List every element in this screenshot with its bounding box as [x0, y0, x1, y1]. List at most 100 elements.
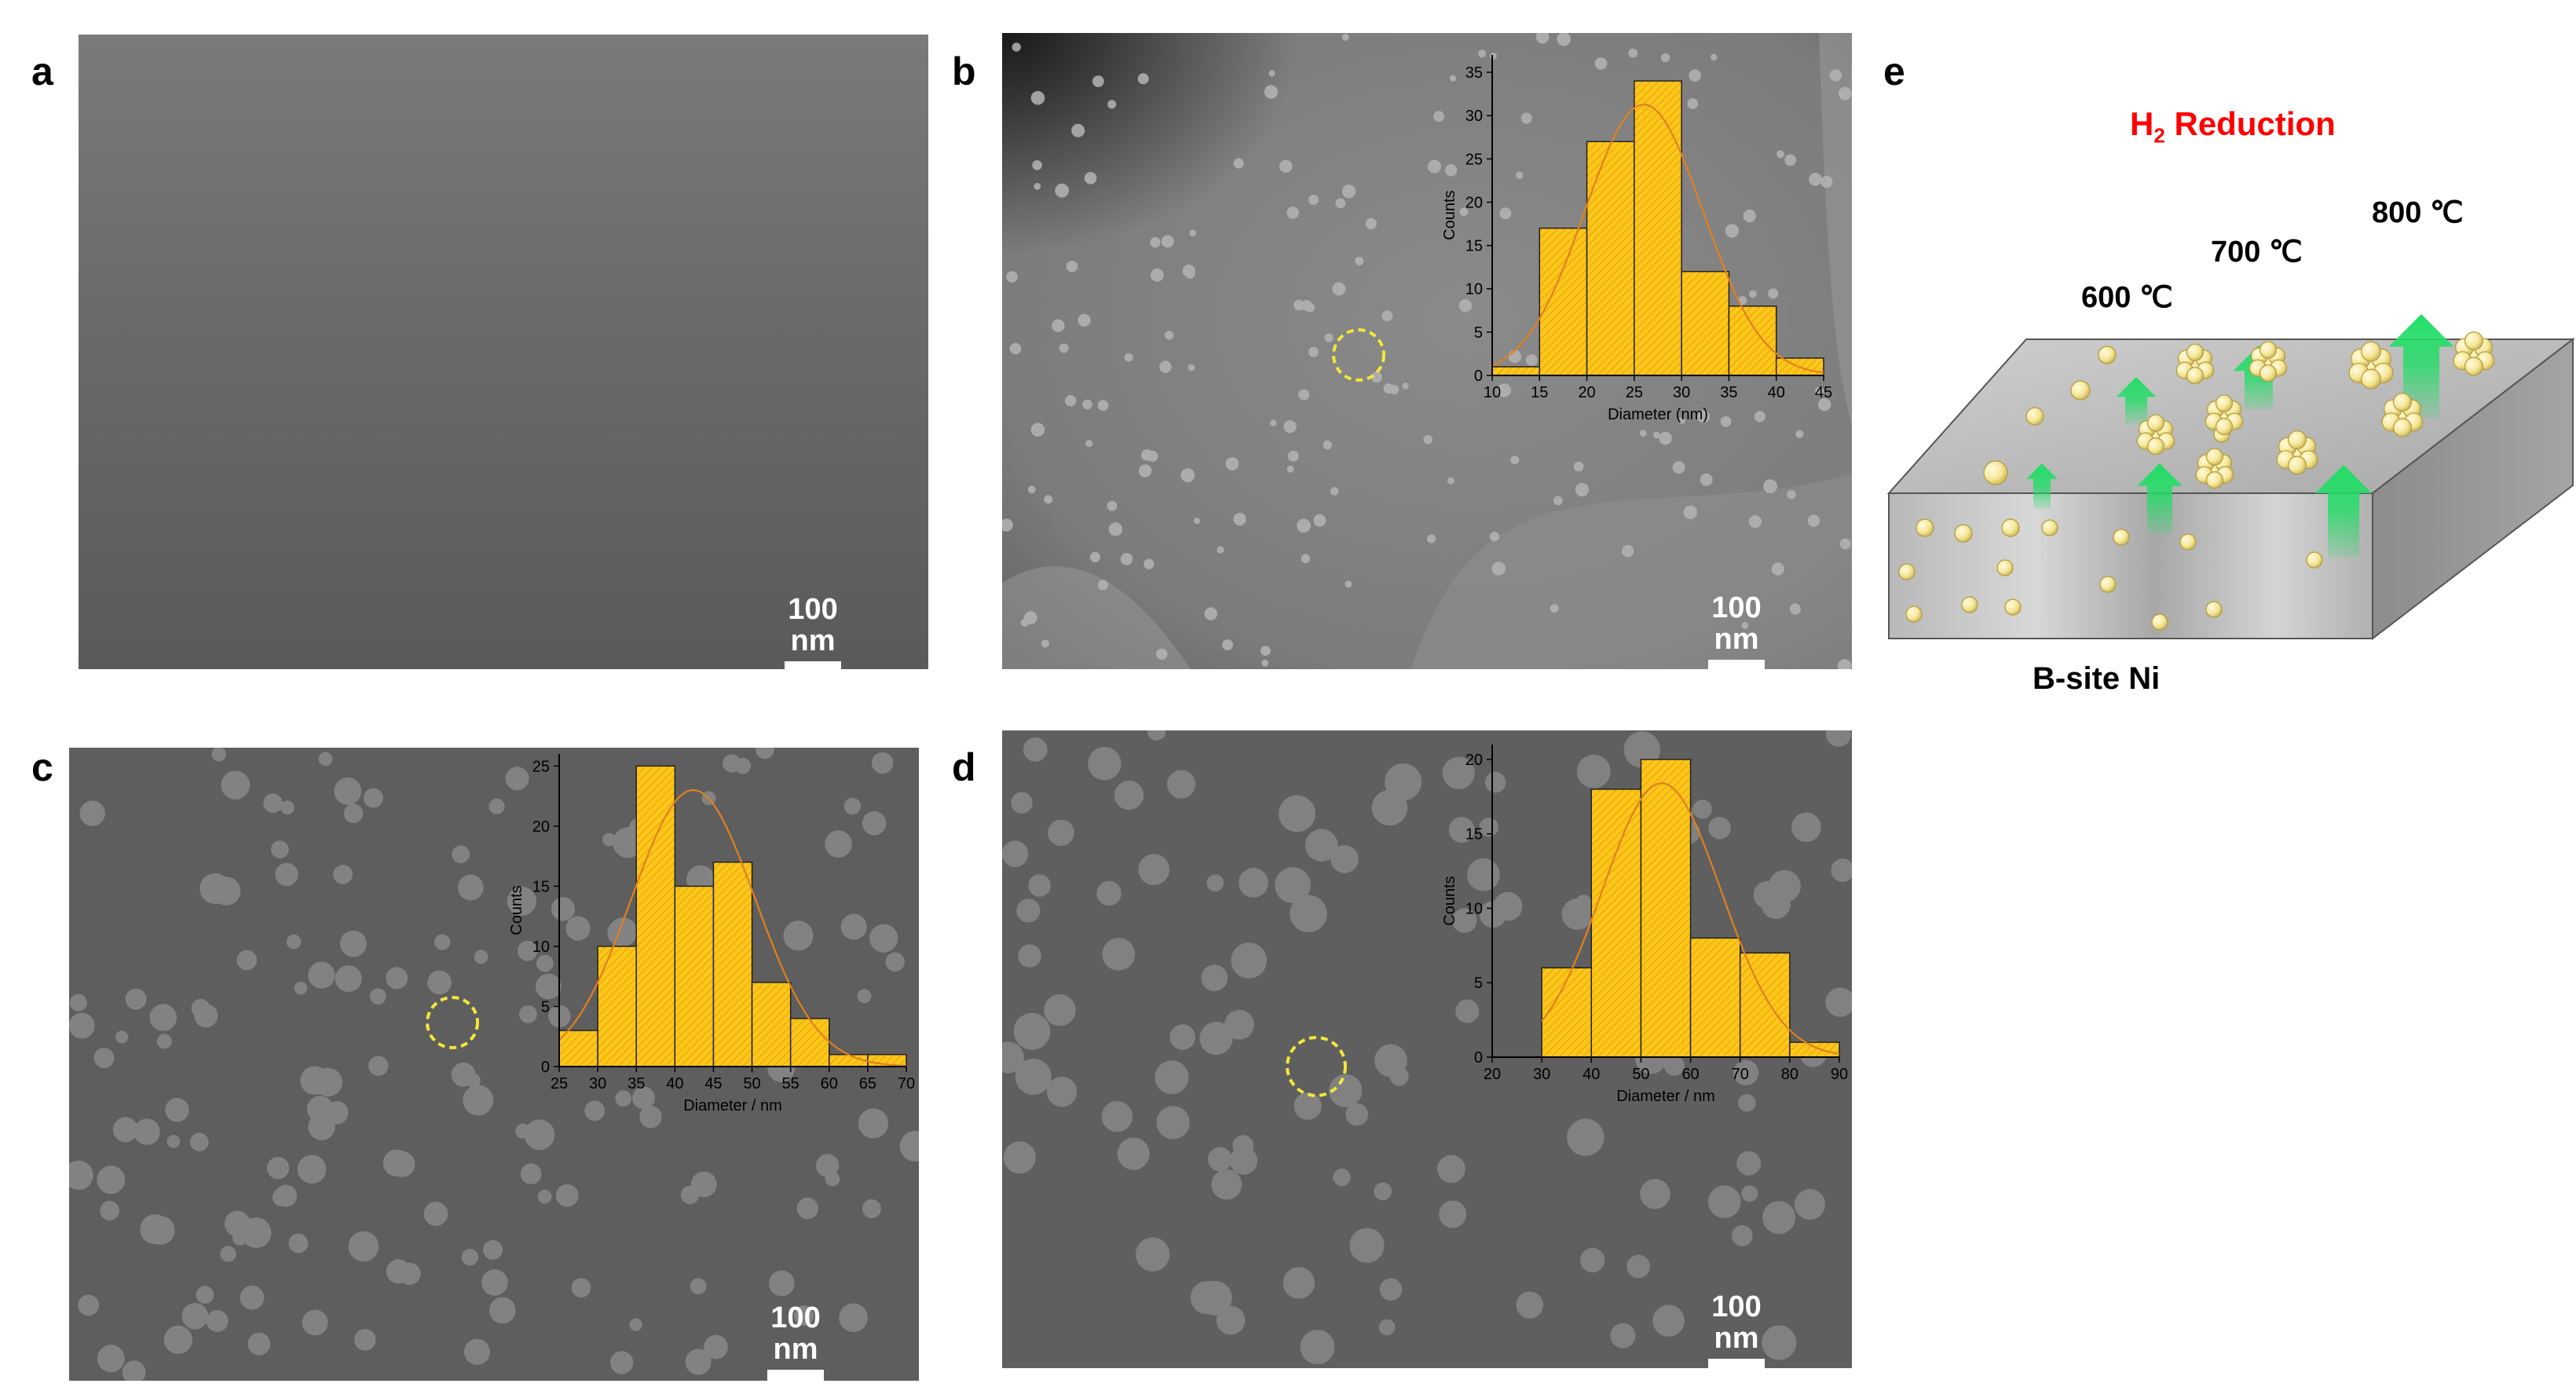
- nanoparticle: [181, 1303, 209, 1330]
- nanoparticle: [1458, 298, 1472, 313]
- nanoparticle-icon: [2001, 518, 2020, 537]
- x-tick-label: 55: [782, 1075, 800, 1092]
- nanoparticle: [505, 767, 529, 791]
- nanoparticle: [629, 1318, 642, 1331]
- nanoparticle: [1623, 731, 1660, 768]
- nanoparticle: [271, 840, 289, 858]
- nanoparticle: [318, 752, 333, 767]
- nanoparticle: [452, 845, 470, 864]
- nanoparticle: [1402, 382, 1409, 390]
- nanoparticle: [1817, 398, 1831, 412]
- nanoparticle: [1743, 209, 1756, 223]
- nanoparticle: [839, 1303, 868, 1332]
- nanoparticle: [1733, 1059, 1759, 1085]
- particle-cluster-sphere: [2146, 414, 2165, 432]
- nanoparticle: [211, 748, 226, 762]
- nanoparticle-icon: [2041, 519, 2058, 536]
- y-tick-label: 10: [1465, 281, 1483, 298]
- particle-cluster-icon: [2381, 393, 2424, 437]
- nanoparticle: [100, 1201, 119, 1221]
- nanoparticle: [166, 1135, 181, 1148]
- x-tick-label: 70: [1732, 1066, 1749, 1083]
- nanoparticle: [427, 970, 452, 995]
- particle-cluster-icon: [2205, 394, 2244, 436]
- histogram-bar: [558, 1030, 598, 1067]
- nanoparticle: [1516, 171, 1524, 179]
- nanoparticle: [1107, 500, 1118, 511]
- nanoparticle: [1499, 207, 1512, 220]
- nanoparticle-icon: [2151, 613, 2168, 631]
- nanoparticle: [602, 833, 616, 847]
- nanoparticle-icon: [2025, 407, 2044, 426]
- nanoparticle: [885, 952, 905, 972]
- nanoparticle: [1224, 1009, 1254, 1040]
- nanoparticle: [1771, 562, 1784, 576]
- y-tick-label: 5: [1474, 975, 1483, 992]
- nanoparticle: [524, 1119, 555, 1151]
- nanoparticle: [825, 830, 852, 858]
- nanoparticle: [1096, 880, 1122, 906]
- scale-bar-label: 100 nm: [1711, 1290, 1762, 1355]
- nanoparticle: [1349, 1228, 1385, 1263]
- nanoparticle: [434, 934, 451, 950]
- nanoparticle: [1020, 618, 1029, 628]
- nanoparticle: [685, 1349, 712, 1375]
- nanoparticle: [220, 1246, 236, 1262]
- slab-front-face: [1888, 492, 2373, 639]
- nanoparticle: [723, 754, 741, 773]
- nanoparticle: [1189, 229, 1197, 237]
- nanoparticle: [535, 973, 562, 1000]
- nanoparticle: [607, 919, 635, 946]
- nanoparticle: [1002, 840, 1029, 867]
- panel-label-b: b: [952, 49, 976, 93]
- particle-cluster-sphere: [2259, 364, 2278, 382]
- nanoparticle: [1159, 360, 1172, 373]
- nanoparticle: [1085, 440, 1093, 448]
- nanoparticle: [1427, 534, 1436, 543]
- nanoparticle-icon: [1961, 596, 1978, 613]
- nanoparticle: [1731, 1224, 1753, 1246]
- nanoparticle: [1341, 185, 1356, 199]
- nanoparticle: [474, 950, 488, 964]
- x-tick-label: 90: [1831, 1066, 1848, 1083]
- nanoparticle: [515, 1123, 531, 1139]
- nanoparticle: [536, 954, 554, 972]
- nanoparticle: [1097, 580, 1108, 591]
- nanoparticle: [1013, 1012, 1051, 1050]
- nanoparticle: [1442, 756, 1475, 789]
- y-tick-label: 25: [532, 758, 550, 775]
- nanoparticle: [1820, 175, 1833, 188]
- nanoparticle: [1059, 343, 1069, 353]
- nanoparticle-icon: [2306, 551, 2323, 569]
- nanoparticle: [1082, 399, 1092, 410]
- nanoparticle: [862, 811, 887, 836]
- nanoparticle: [555, 1184, 579, 1207]
- nanoparticle: [1030, 90, 1045, 105]
- nanoparticle: [1107, 100, 1117, 109]
- nanoparticle-icon: [2004, 598, 2022, 616]
- nanoparticle: [1385, 763, 1422, 801]
- nanoparticle: [423, 1202, 448, 1226]
- nanoparticle: [1097, 400, 1109, 412]
- nanoparticle: [368, 1056, 389, 1076]
- nanoparticle: [1147, 730, 1166, 741]
- nanoparticle: [858, 1108, 888, 1139]
- nanoparticle: [1794, 1188, 1826, 1221]
- nanoparticle: [93, 1048, 115, 1068]
- nanoparticle: [163, 1325, 192, 1354]
- x-tick-label: 10: [1484, 384, 1501, 401]
- nanoparticle: [297, 1155, 327, 1184]
- nanoparticle: [1829, 69, 1842, 82]
- nanoparticle: [862, 1199, 881, 1218]
- nanoparticle: [1329, 1074, 1363, 1107]
- x-tick-label: 40: [1768, 384, 1785, 401]
- schematic-slab: [1886, 314, 2575, 641]
- nanoparticle: [1156, 648, 1168, 661]
- nanoparticle: [1576, 754, 1611, 789]
- nanoparticle: [1030, 423, 1045, 437]
- nanoparticle: [1580, 1247, 1605, 1273]
- nanoparticle: [1293, 1092, 1322, 1120]
- x-axis-label: Diameter / nm: [1616, 1088, 1715, 1105]
- nanoparticle: [1003, 1141, 1036, 1174]
- histogram-bar: [1586, 141, 1635, 376]
